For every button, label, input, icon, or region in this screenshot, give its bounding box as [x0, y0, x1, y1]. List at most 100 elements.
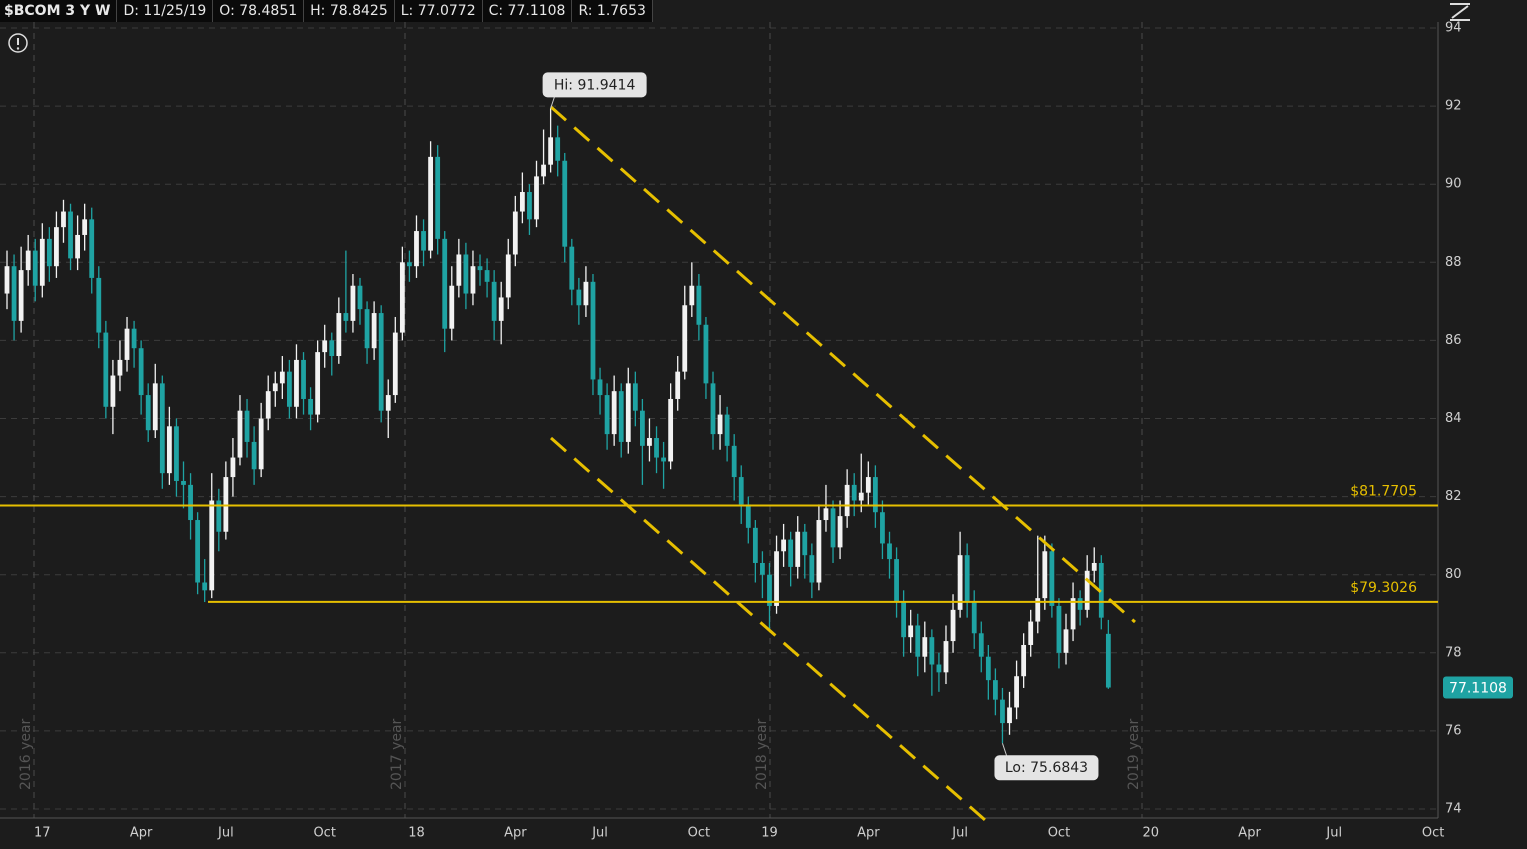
candle-body	[647, 438, 652, 446]
candle-body	[1084, 570, 1090, 610]
candle-body	[795, 531, 801, 567]
channel-upper	[550, 105, 1136, 624]
header-bar: $BCOM 3 Y W D: 11/25/19 O: 78.4851 H: 78…	[0, 0, 653, 22]
candle-body	[675, 371, 681, 399]
x-tick-label: 19	[761, 826, 778, 841]
x-tick-label: Jul	[1325, 826, 1342, 841]
candle-body	[1105, 633, 1111, 688]
y-tick-label: 76	[1445, 723, 1462, 738]
candles	[4, 108, 1111, 744]
candle-body	[1028, 621, 1034, 645]
candle-body	[103, 332, 109, 407]
header-item: R: 1.7653	[572, 0, 653, 22]
candle-body	[1063, 629, 1069, 653]
overlay-layer: $81.7705 $79.3026 Hi: 91.9414 Lo: 75.6843 77…	[0, 72, 1513, 781]
y-tick-label: 90	[1445, 177, 1462, 192]
candle-body	[279, 371, 285, 384]
candle-body	[548, 137, 554, 165]
callout-box	[994, 755, 1099, 781]
candle-body	[491, 281, 497, 321]
candle-body	[223, 477, 229, 532]
candle-body	[39, 238, 45, 286]
candle-body	[802, 531, 808, 556]
candle-body	[1021, 644, 1027, 677]
alert-icon[interactable]	[8, 33, 28, 53]
candle-body	[618, 391, 624, 442]
header-item: L: 77.0772	[395, 0, 483, 22]
header-item: C: 77.1108	[483, 0, 573, 22]
year-label: 2016 year	[18, 718, 34, 790]
header-item: D: 11/25/19	[117, 0, 214, 22]
x-tick-label: Apr	[857, 826, 880, 841]
y-tick-label: 86	[1445, 333, 1462, 348]
candle-body	[371, 313, 377, 349]
y-tick-label: 82	[1445, 489, 1462, 504]
candle-body	[640, 410, 645, 446]
candle-body	[414, 231, 419, 267]
candle-body	[1091, 562, 1097, 571]
candle-body	[929, 637, 935, 665]
candle-body	[230, 457, 236, 478]
candle-body	[1056, 605, 1062, 653]
candle-body	[731, 445, 737, 478]
candle-body	[724, 414, 730, 446]
candle-body	[181, 480, 186, 485]
candle-body	[96, 277, 102, 333]
candle-body	[1035, 598, 1041, 622]
candle-body	[188, 484, 193, 521]
candle-body	[174, 426, 179, 481]
header-item: H: 78.8425	[304, 0, 395, 22]
x-tick-label: 20	[1142, 826, 1159, 841]
candle-body	[682, 305, 688, 372]
symbol[interactable]: $BCOM 3 Y W	[0, 0, 118, 22]
y-tick-label: 78	[1445, 645, 1462, 660]
candle-body	[322, 340, 328, 353]
candle-body	[138, 348, 144, 396]
candle-body	[576, 289, 582, 306]
candle-body	[887, 543, 892, 560]
candle-body	[315, 352, 321, 415]
candle-body	[258, 418, 264, 470]
candle-body	[689, 285, 695, 306]
candle-body	[611, 391, 617, 435]
candle-body	[668, 398, 674, 462]
candle-body	[632, 383, 638, 411]
x-tick-label: Apr	[130, 826, 153, 841]
candle-body	[463, 254, 469, 294]
candle-body	[498, 297, 504, 321]
x-tick-label: Jul	[217, 826, 234, 841]
last-price-label: 77.1108	[1449, 681, 1507, 697]
y-tick-label: 92	[1445, 99, 1462, 114]
candle-body	[159, 383, 165, 474]
x-tick-label: Jul	[951, 826, 968, 841]
candle-body	[527, 192, 532, 220]
candle-body	[816, 520, 822, 583]
candle-body	[957, 555, 963, 610]
y-tick-label: 88	[1445, 255, 1462, 270]
candle-body	[823, 508, 829, 521]
candle-body	[1042, 551, 1048, 599]
candle-body	[985, 656, 991, 681]
header-item: O: 78.4851	[213, 0, 305, 22]
candle-body	[830, 508, 836, 548]
candle-body	[166, 426, 172, 474]
candle-body	[752, 527, 758, 563]
candle-body	[82, 219, 88, 235]
candle-body	[435, 156, 441, 239]
x-tick-label: Oct	[313, 826, 335, 841]
callout-label: Hi: 91.9414	[554, 77, 636, 93]
candle-body	[738, 477, 744, 505]
style-icon[interactable]	[1450, 3, 1470, 21]
candle-body	[272, 383, 278, 392]
candle-body	[872, 477, 878, 513]
candle-body	[378, 313, 384, 411]
candle-body	[25, 250, 31, 271]
candle-body	[75, 234, 80, 259]
candle-body	[61, 211, 66, 228]
candle-body	[964, 555, 970, 603]
candle-body	[590, 281, 596, 380]
candle-body	[202, 582, 208, 591]
candle-body	[421, 231, 426, 251]
candle-body	[392, 332, 398, 396]
callout-label: Lo: 75.6843	[1005, 760, 1088, 776]
